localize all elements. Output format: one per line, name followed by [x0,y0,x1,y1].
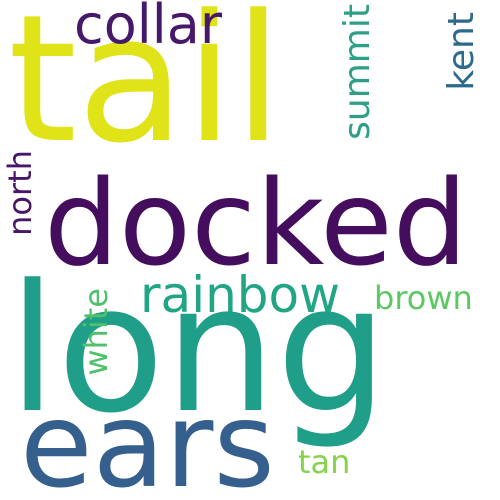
word-ears: ears [20,376,275,500]
word-rainbow: rainbow [140,266,340,324]
word-tail: tail [8,0,283,182]
word-brown: brown [374,279,473,317]
word-summit: summit [337,4,378,140]
word-north: north [1,150,39,236]
word-docked: docked [44,154,468,292]
word-tan: tan [298,443,351,481]
word-long: long [8,247,388,452]
word-white: white [77,288,115,376]
word-collar: collar [74,0,223,56]
word-kent: kent [441,12,482,91]
